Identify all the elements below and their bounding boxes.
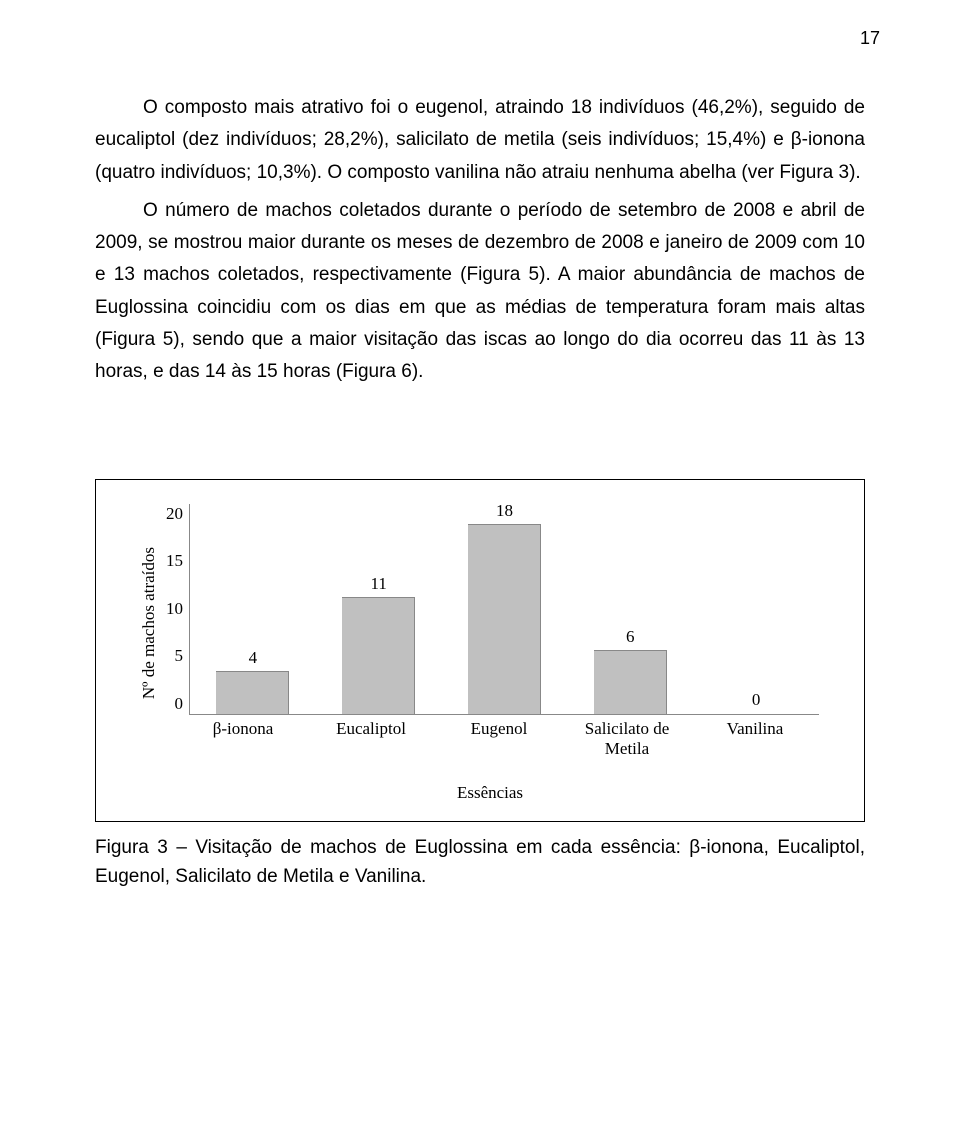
- chart-figure-3: Nº de machos atraídos 20 15 10 5 0 4 11: [95, 479, 865, 823]
- bar-value: 4: [249, 648, 258, 668]
- x-tick: Eucaliptol: [307, 715, 435, 760]
- x-axis-row: β-ionona Eucaliptol Eugenol Salicilato d…: [161, 715, 819, 760]
- bar: [216, 671, 289, 714]
- bar-slot: 4: [190, 671, 316, 714]
- paragraph-2: O número de machos coletados durante o p…: [95, 195, 865, 389]
- y-tick: 15: [159, 551, 183, 571]
- page: 17 O composto mais atrativo foi o eugeno…: [0, 0, 960, 940]
- y-axis-ticks: 20 15 10 5 0: [159, 504, 189, 714]
- y-tick: 10: [159, 599, 183, 619]
- bar: [468, 524, 541, 714]
- x-axis-label: Essências: [161, 783, 819, 803]
- p2-text: O número de machos coletados durante o p…: [95, 200, 865, 382]
- bar-value: 0: [752, 690, 761, 710]
- bar-value: 18: [496, 501, 513, 521]
- bars-container: 4 11 18 6 0: [190, 504, 819, 714]
- x-axis-ticks: β-ionona Eucaliptol Eugenol Salicilato d…: [179, 715, 819, 760]
- y-axis-label: Nº de machos atraídos: [131, 519, 159, 699]
- y-tick: 5: [159, 646, 183, 666]
- p1-text: O composto mais atrativo foi o eugenol, …: [95, 97, 865, 183]
- page-number: 17: [860, 28, 880, 49]
- paragraph-1: O composto mais atrativo foi o eugenol, …: [95, 92, 865, 189]
- x-tick: Salicilato de Metila: [563, 715, 691, 760]
- y-tick: 0: [159, 694, 183, 714]
- bar-slot: 6: [567, 650, 693, 714]
- x-tick: Eugenol: [435, 715, 563, 760]
- x-tick: Vanilina: [691, 715, 819, 760]
- y-tick: 20: [159, 504, 183, 524]
- figure-caption: Figura 3 – Visitação de machos de Euglos…: [95, 834, 865, 891]
- chart-row: Nº de machos atraídos 20 15 10 5 0 4 11: [131, 504, 819, 715]
- x-tick: β-ionona: [179, 715, 307, 760]
- bar-slot: 18: [442, 524, 568, 714]
- bar: [594, 650, 667, 714]
- bar-slot: 11: [316, 597, 442, 714]
- plot-area: 4 11 18 6 0: [189, 504, 819, 715]
- bar: [342, 597, 415, 714]
- bar-value: 11: [371, 574, 387, 594]
- bar-value: 6: [626, 627, 635, 647]
